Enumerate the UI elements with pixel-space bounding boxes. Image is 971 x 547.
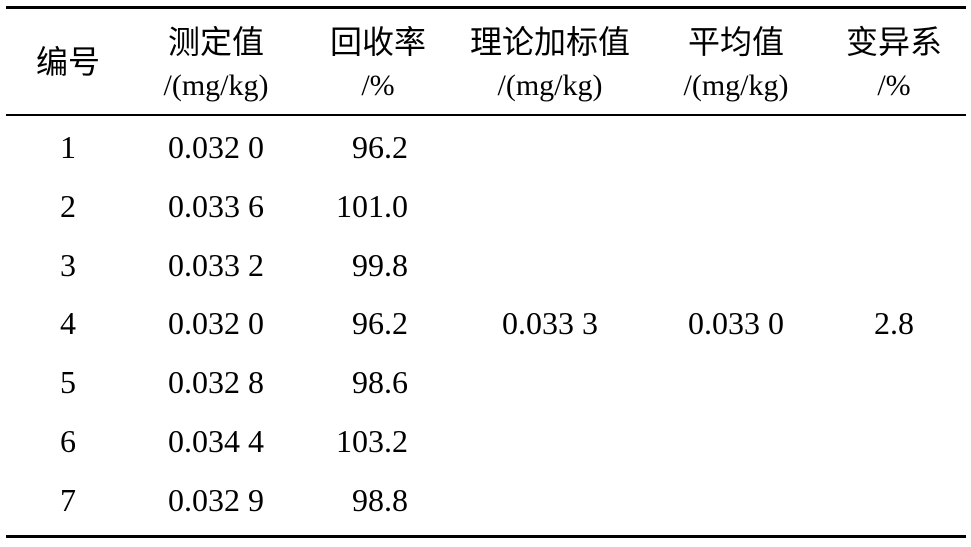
table-row-7-id: 7 xyxy=(60,482,76,518)
header-recovery-label: 回收率 xyxy=(329,23,426,61)
header-cv-label: 变异系 xyxy=(845,23,942,61)
table-row-3-id: 3 xyxy=(60,247,76,283)
table-row-5-measured: 0.032 8 xyxy=(168,364,264,400)
table-row-3-measured: 0.033 2 xyxy=(168,247,264,283)
table-row-7-measured: 0.032 9 xyxy=(168,482,264,518)
header-recovery-unit: /% xyxy=(361,69,395,102)
merged-theoretical-spike: 0.033 3 xyxy=(502,305,598,341)
header-measured: 测定值 /(mg/kg) xyxy=(142,6,290,114)
merged-cv: 2.8 xyxy=(874,305,914,341)
header-id-label: 编号 xyxy=(35,43,100,81)
table-row-1-measured: 0.032 0 xyxy=(168,129,264,165)
header-average-unit: /(mg/kg) xyxy=(683,69,789,102)
table-row-7-recovery: 98.8 xyxy=(352,482,408,518)
table-row-1-id: 1 xyxy=(60,129,76,165)
header-measured-unit: /(mg/kg) xyxy=(163,69,269,102)
header-cv: 变异系 /% xyxy=(832,6,956,114)
header-theoretical-unit: /(mg/kg) xyxy=(497,69,603,102)
header-recovery: 回收率 /% xyxy=(318,6,438,114)
table-bottom-rule xyxy=(6,535,966,538)
header-theoretical-label: 理论加标值 xyxy=(469,23,630,61)
table-row-6-id: 6 xyxy=(60,423,76,459)
merged-average: 0.033 0 xyxy=(688,305,784,341)
table-row-2-recovery: 101.0 xyxy=(336,188,408,224)
table-row-2-measured: 0.033 6 xyxy=(168,188,264,224)
table-row-6-recovery: 103.2 xyxy=(336,423,408,459)
header-cv-unit: /% xyxy=(877,69,911,102)
header-theoretical: 理论加标值 /(mg/kg) xyxy=(458,6,642,114)
table-row-5-id: 5 xyxy=(60,364,76,400)
table-row-3-recovery: 99.8 xyxy=(352,247,408,283)
table-top-rule xyxy=(6,6,966,9)
table-row-2-id: 2 xyxy=(60,188,76,224)
table-row-5-recovery: 98.6 xyxy=(352,364,408,400)
table-row-4-measured: 0.032 0 xyxy=(168,305,264,341)
table-row-4-recovery: 96.2 xyxy=(352,305,408,341)
header-measured-label: 测定值 xyxy=(167,23,264,61)
data-table: 编号 测定值 /(mg/kg) 回收率 /% 理论加标值 /(mg/kg) 平均… xyxy=(6,6,966,538)
table-row-6-measured: 0.034 4 xyxy=(168,423,264,459)
header-average-label: 平均值 xyxy=(687,23,784,61)
header-id: 编号 xyxy=(16,6,120,114)
table-row-4-id: 4 xyxy=(60,305,76,341)
table-row-1-recovery: 96.2 xyxy=(352,129,408,165)
header-average: 平均值 /(mg/kg) xyxy=(662,6,810,114)
table-header-rule xyxy=(6,114,966,116)
